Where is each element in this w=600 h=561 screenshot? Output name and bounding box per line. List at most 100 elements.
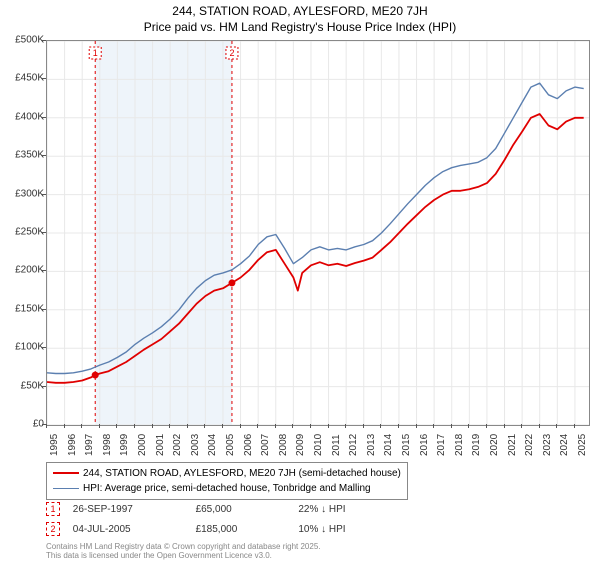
x-tick-label: 2009 [295, 434, 306, 456]
x-tick [81, 424, 82, 428]
marker-badge-2: 2 [46, 522, 60, 536]
x-tick [363, 424, 364, 428]
marker-price-2: £185,000 [196, 524, 296, 535]
x-tick-label: 2019 [471, 434, 482, 456]
x-tick [64, 424, 65, 428]
x-tick [310, 424, 311, 428]
x-tick-label: 1997 [84, 434, 95, 456]
marker-pct-2: 10% ↓ HPI [298, 524, 398, 535]
x-tick [328, 424, 329, 428]
x-tick [169, 424, 170, 428]
legend-label-property: 244, STATION ROAD, AYLESFORD, ME20 7JH (… [83, 468, 401, 479]
y-tick-label: £50K [21, 380, 44, 391]
chart-svg: 12 [47, 41, 589, 425]
plot-area: 12 [46, 40, 590, 426]
y-tick [42, 155, 46, 156]
y-tick-label: £300K [15, 188, 44, 199]
title-line-1: 244, STATION ROAD, AYLESFORD, ME20 7JH [0, 4, 600, 20]
x-tick [116, 424, 117, 428]
y-tick-label: £350K [15, 150, 44, 161]
x-tick [504, 424, 505, 428]
y-tick [42, 270, 46, 271]
x-tick [292, 424, 293, 428]
x-tick [46, 424, 47, 428]
x-tick-label: 2000 [137, 434, 148, 456]
x-tick [275, 424, 276, 428]
footer-attribution: Contains HM Land Registry data © Crown c… [46, 543, 321, 561]
x-tick [574, 424, 575, 428]
x-tick-label: 2012 [348, 434, 359, 456]
legend-item-property: 244, STATION ROAD, AYLESFORD, ME20 7JH (… [53, 466, 401, 481]
x-tick-label: 2003 [190, 434, 201, 456]
x-tick-label: 1995 [49, 434, 60, 456]
x-tick-label: 2015 [401, 434, 412, 456]
y-tick [42, 40, 46, 41]
x-tick-label: 2011 [331, 434, 342, 456]
x-tick-label: 1998 [102, 434, 113, 456]
x-tick-label: 2010 [313, 434, 324, 456]
x-tick-label: 2001 [155, 434, 166, 456]
y-tick [42, 194, 46, 195]
x-tick [451, 424, 452, 428]
marker-date-2: 04-JUL-2005 [73, 524, 193, 535]
y-tick-label: £150K [15, 303, 44, 314]
y-tick [42, 347, 46, 348]
y-tick-label: £450K [15, 73, 44, 84]
x-tick-label: 1996 [67, 434, 78, 456]
marker-pct-1: 22% ↓ HPI [298, 504, 398, 515]
y-tick-label: £250K [15, 227, 44, 238]
marker-date-1: 26-SEP-1997 [73, 504, 193, 515]
x-tick [187, 424, 188, 428]
title-line-2: Price paid vs. HM Land Registry's House … [0, 20, 600, 36]
x-tick [99, 424, 100, 428]
x-tick [257, 424, 258, 428]
x-tick-label: 2005 [225, 434, 236, 456]
x-tick-label: 2016 [419, 434, 430, 456]
x-tick [433, 424, 434, 428]
x-tick [152, 424, 153, 428]
x-tick-label: 2007 [260, 434, 271, 456]
x-tick-label: 2018 [454, 434, 465, 456]
legend-swatch-hpi [53, 488, 79, 489]
x-tick [380, 424, 381, 428]
y-tick-label: £100K [15, 342, 44, 353]
x-tick-label: 2013 [366, 434, 377, 456]
x-tick-label: 2017 [436, 434, 447, 456]
x-tick [222, 424, 223, 428]
legend-swatch-property [53, 472, 79, 474]
x-tick-label: 2023 [542, 434, 553, 456]
x-tick-label: 2025 [577, 434, 588, 456]
legend-label-hpi: HPI: Average price, semi-detached house,… [83, 483, 371, 494]
x-tick-label: 2014 [383, 434, 394, 456]
x-tick [345, 424, 346, 428]
x-tick [398, 424, 399, 428]
x-tick [416, 424, 417, 428]
y-tick [42, 309, 46, 310]
marker-row-2: 2 04-JUL-2005 £185,000 10% ↓ HPI [46, 522, 398, 536]
x-tick-label: 2022 [524, 434, 535, 456]
x-tick-label: 2008 [278, 434, 289, 456]
x-tick [556, 424, 557, 428]
y-tick-label: £400K [15, 111, 44, 122]
marker-row-1: 1 26-SEP-1997 £65,000 22% ↓ HPI [46, 502, 398, 516]
y-tick-label: £200K [15, 265, 44, 276]
x-tick-label: 2024 [559, 434, 570, 456]
y-tick-label: £500K [15, 35, 44, 46]
x-tick [486, 424, 487, 428]
x-tick-label: 2002 [172, 434, 183, 456]
chart-container: 244, STATION ROAD, AYLESFORD, ME20 7JH P… [0, 0, 600, 560]
x-tick [240, 424, 241, 428]
x-tick-label: 2006 [243, 434, 254, 456]
x-tick [539, 424, 540, 428]
x-tick-label: 2020 [489, 434, 500, 456]
marker-price-1: £65,000 [196, 504, 296, 515]
legend-item-hpi: HPI: Average price, semi-detached house,… [53, 481, 401, 496]
y-tick [42, 117, 46, 118]
x-tick [521, 424, 522, 428]
y-tick [42, 386, 46, 387]
svg-text:2: 2 [229, 48, 234, 58]
y-tick [42, 78, 46, 79]
chart-title: 244, STATION ROAD, AYLESFORD, ME20 7JH P… [0, 0, 600, 35]
x-tick [468, 424, 469, 428]
svg-text:1: 1 [93, 48, 98, 58]
